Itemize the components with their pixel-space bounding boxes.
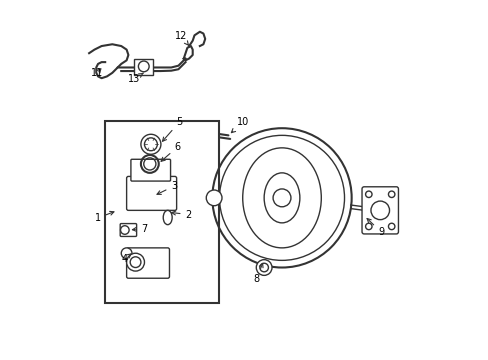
Text: 11: 11 [91,68,103,78]
Bar [105,121,219,303]
Circle shape [144,138,157,151]
Text: 5: 5 [162,117,183,141]
Circle shape [206,190,222,206]
Text: 10: 10 [231,117,249,132]
Circle shape [256,260,271,275]
Text: 4: 4 [121,254,131,264]
Ellipse shape [163,210,172,225]
Text: 13: 13 [128,73,143,84]
FancyBboxPatch shape [126,248,169,278]
Text: 1: 1 [94,211,114,223]
Text: 12: 12 [175,31,188,46]
Text: 7: 7 [132,224,147,234]
FancyBboxPatch shape [126,176,176,210]
Text: 2: 2 [171,210,191,220]
Text: 6: 6 [161,141,181,161]
Circle shape [141,134,161,154]
Circle shape [121,248,132,258]
Circle shape [126,253,144,271]
Text: 8: 8 [253,264,263,284]
FancyBboxPatch shape [120,224,136,237]
Bar [134,59,153,75]
Circle shape [259,263,268,272]
FancyBboxPatch shape [361,187,398,234]
Text: 9: 9 [366,219,384,237]
Text: 3: 3 [157,181,177,194]
FancyBboxPatch shape [131,159,170,181]
